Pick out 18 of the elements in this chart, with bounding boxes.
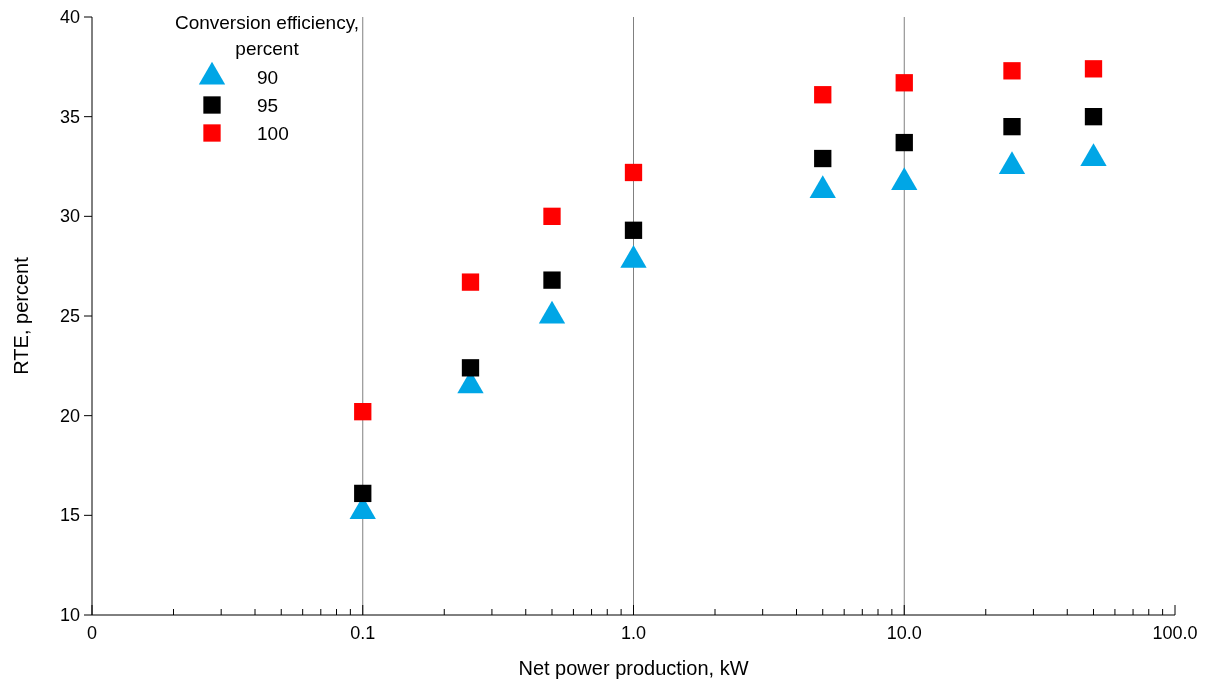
x-tick-label: 100.0	[1152, 623, 1198, 643]
x-tick-label: 0.1	[350, 623, 376, 643]
x-tick-label: 10.0	[886, 623, 922, 643]
y-tick-label: 20	[59, 405, 80, 426]
y-axis-title: RTE, percent	[10, 256, 32, 375]
y-tick-label: 35	[59, 106, 80, 127]
x-tick-label: 0	[86, 623, 98, 643]
y-tick-label: 40	[59, 7, 80, 27]
y-tick-label: 30	[59, 206, 80, 227]
legend-label: 90	[257, 67, 279, 88]
legend-label: 95	[257, 95, 279, 116]
x-tick-label: 1.0	[620, 623, 647, 643]
y-tick-label: 15	[59, 505, 80, 526]
x-axis-title: Net power production, kW	[518, 657, 749, 679]
legend-label: 100	[257, 123, 289, 144]
y-tick-label: 25	[59, 306, 80, 326]
y-tick-label: 10	[59, 605, 80, 625]
legend-title: Conversion efficiency, percent	[174, 12, 360, 59]
